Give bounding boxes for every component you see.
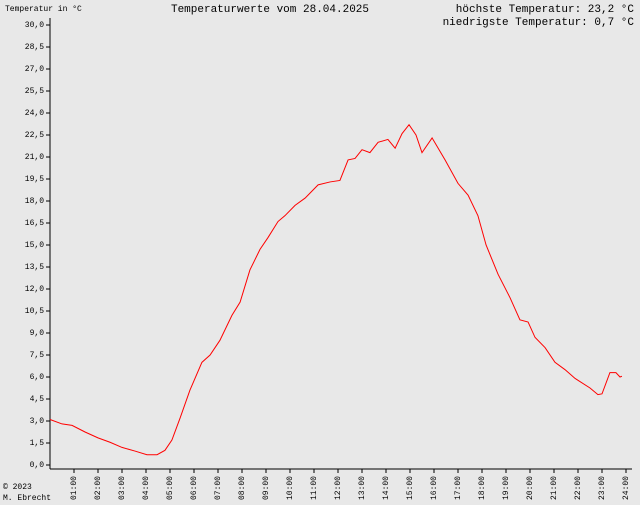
y-tick-label: 21,0 <box>25 153 44 162</box>
x-tick-label: 16:00 <box>430 476 439 500</box>
x-tick-label: 05:00 <box>166 476 175 500</box>
y-tick-label: 16,5 <box>25 219 44 228</box>
y-tick-label: 1,5 <box>30 439 45 448</box>
x-tick-label: 11:00 <box>310 476 319 500</box>
y-tick-label: 22,5 <box>25 131 44 140</box>
x-tick-label: 02:00 <box>94 476 103 500</box>
x-tick-label: 24:00 <box>622 476 631 500</box>
y-tick-label: 9,0 <box>30 329 45 338</box>
y-tick-label: 15,0 <box>25 241 44 250</box>
y-tick-label: 28,5 <box>25 43 44 52</box>
x-tick-label: 15:00 <box>406 476 415 500</box>
x-tick-label: 03:00 <box>118 476 127 500</box>
x-tick-label: 08:00 <box>238 476 247 500</box>
x-tick-label: 21:00 <box>550 476 559 500</box>
y-tick-label: 27,0 <box>25 65 44 74</box>
x-tick-label: 12:00 <box>334 476 343 500</box>
x-tick-label: 18:00 <box>478 476 487 500</box>
x-tick-label: 01:00 <box>70 476 79 500</box>
x-tick-label: 19:00 <box>502 476 511 500</box>
x-tick-label: 04:00 <box>142 476 151 500</box>
footer: M. Ebrecht <box>3 494 51 503</box>
y-tick-label: 4,5 <box>30 395 45 404</box>
x-tick-label: 13:00 <box>358 476 367 500</box>
x-tick-label: 09:00 <box>262 476 271 500</box>
y-tick-label: 10,5 <box>25 307 44 316</box>
y-tick-label: 30,0 <box>25 21 44 30</box>
y-tick-label: 12,0 <box>25 285 44 294</box>
y-axis-label: Temperatur in °C <box>5 5 82 14</box>
chart-title: Temperaturwerte vom 28.04.2025 <box>171 4 369 16</box>
annotation: niedrigste Temperatur: 0,7 °C <box>443 17 635 29</box>
x-tick-label: 06:00 <box>190 476 199 500</box>
y-tick-label: 3,0 <box>30 417 45 426</box>
y-tick-label: 19,5 <box>25 175 44 184</box>
x-tick-label: 10:00 <box>286 476 295 500</box>
y-tick-label: 6,0 <box>30 373 45 382</box>
y-tick-label: 0,0 <box>30 461 45 470</box>
y-tick-label: 24,0 <box>25 109 44 118</box>
footer: © 2023 <box>3 483 32 492</box>
x-tick-label: 07:00 <box>214 476 223 500</box>
x-tick-label: 20:00 <box>526 476 535 500</box>
temperature-line <box>49 123 623 456</box>
y-tick-label: 18,0 <box>25 197 44 206</box>
x-tick-label: 14:00 <box>382 476 391 500</box>
annotation: höchste Temperatur: 23,2 °C <box>456 4 635 16</box>
y-tick-label: 13,5 <box>25 263 44 272</box>
x-tick-label: 17:00 <box>454 476 463 500</box>
x-tick-label: 23:00 <box>598 476 607 500</box>
y-tick-label: 7,5 <box>30 351 45 360</box>
y-tick-label: 25,5 <box>25 87 44 96</box>
x-tick-label: 22:00 <box>574 476 583 500</box>
